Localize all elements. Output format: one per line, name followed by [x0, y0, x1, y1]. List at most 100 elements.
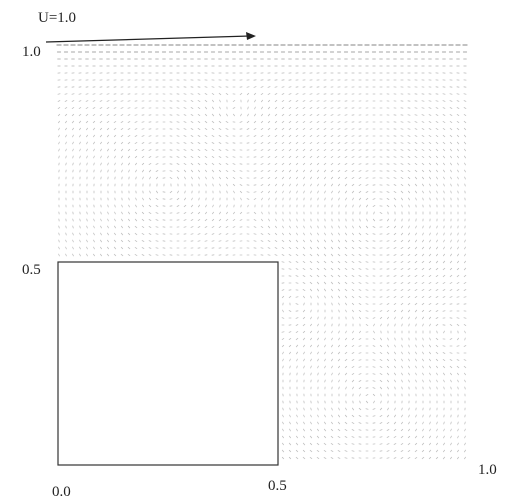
velocity-vector: [141, 169, 145, 173]
velocity-vector: [324, 337, 326, 341]
velocity-vector: [93, 218, 95, 222]
velocity-vector: [428, 162, 432, 166]
velocity-vector: [330, 260, 334, 264]
velocity-vector: [85, 113, 89, 117]
velocity-vector: [463, 359, 467, 361]
velocity-vector: [190, 211, 194, 215]
velocity-vector: [464, 232, 466, 236]
velocity-vector: [442, 296, 446, 298]
velocity-vector: [295, 127, 299, 131]
velocity-vector: [463, 281, 467, 285]
velocity-vector: [78, 120, 82, 124]
velocity-vector: [344, 414, 348, 418]
velocity-vector: [415, 414, 417, 418]
velocity-vector: [366, 218, 368, 222]
velocity-vector: [211, 233, 215, 235]
velocity-vector: [323, 135, 327, 137]
velocity-vector: [351, 414, 355, 418]
velocity-vector: [205, 204, 207, 208]
velocity-vector: [141, 254, 145, 256]
velocity-vector: [345, 225, 347, 229]
velocity-vector: [197, 162, 201, 166]
velocity-vector: [352, 197, 354, 201]
velocity-vector: [352, 225, 354, 229]
velocity-vector: [295, 93, 299, 95]
velocity-vector: [351, 450, 355, 452]
velocity-vector: [295, 261, 299, 263]
velocity-vector: [281, 317, 285, 319]
velocity-vector: [323, 148, 327, 152]
velocity-vector: [338, 225, 340, 229]
velocity-vector: [288, 120, 292, 124]
velocity-vector: [436, 239, 438, 243]
velocity-vector: [127, 100, 131, 102]
velocity-vector: [309, 176, 313, 180]
velocity-vector: [183, 212, 187, 214]
velocity-vector: [429, 183, 431, 187]
velocity-vector: [134, 246, 138, 250]
velocity-vector: [456, 114, 460, 116]
velocity-vector: [211, 240, 215, 242]
velocity-vector: [337, 239, 341, 243]
velocity-vector: [71, 93, 75, 95]
velocity-vector: [100, 239, 102, 243]
velocity-vector: [260, 142, 264, 144]
velocity-vector: [442, 449, 446, 453]
velocity-vector: [449, 449, 453, 453]
velocity-vector: [352, 204, 354, 208]
velocity-vector: [121, 218, 123, 222]
velocity-vector: [72, 246, 74, 250]
velocity-vector: [197, 148, 201, 152]
velocity-vector: [205, 183, 207, 187]
velocity-vector: [338, 379, 340, 383]
velocity-vector: [107, 218, 109, 222]
velocity-vector: [288, 148, 292, 152]
velocity-vector: [99, 134, 103, 138]
velocity-vector: [435, 365, 439, 369]
velocity-vector: [302, 316, 306, 320]
velocity-vector: [295, 275, 299, 277]
velocity-vector: [414, 253, 418, 257]
velocity-vector: [450, 421, 452, 425]
velocity-vector: [100, 155, 102, 159]
velocity-vector: [351, 260, 355, 264]
velocity-vector: [337, 162, 341, 166]
velocity-vector: [72, 127, 74, 131]
velocity-vector: [86, 127, 88, 131]
velocity-vector: [428, 114, 432, 116]
velocity-vector: [253, 142, 257, 144]
velocity-vector: [92, 127, 96, 131]
velocity-vector: [386, 379, 390, 383]
velocity-vector: [267, 232, 271, 236]
velocity-vector: [344, 288, 348, 292]
velocity-vector: [429, 428, 431, 432]
velocity-vector: [72, 141, 74, 145]
velocity-vector: [107, 246, 109, 250]
velocity-vector: [232, 211, 236, 215]
velocity-vector: [64, 93, 68, 95]
velocity-vector: [330, 169, 334, 173]
velocity-vector: [457, 239, 459, 243]
velocity-vector: [225, 233, 229, 235]
velocity-vector: [128, 169, 130, 173]
velocity-vector: [79, 239, 81, 243]
velocity-vector: [435, 155, 439, 159]
velocity-vector: [239, 170, 243, 172]
velocity-vector: [197, 233, 201, 235]
velocity-vector: [86, 225, 88, 229]
velocity-vector: [414, 121, 418, 123]
velocity-vector: [127, 114, 131, 116]
velocity-vector: [100, 218, 102, 222]
velocity-vector: [57, 107, 61, 109]
velocity-vector: [260, 120, 264, 124]
velocity-vector: [358, 225, 362, 229]
velocity-vector: [449, 107, 453, 109]
velocity-vector: [127, 246, 131, 250]
velocity-vector: [435, 289, 439, 291]
velocity-vector: [120, 246, 124, 250]
velocity-vector: [296, 421, 298, 425]
velocity-vector: [463, 134, 467, 138]
velocity-vector: [114, 162, 116, 166]
velocity-vector: [141, 204, 145, 208]
velocity-vector: [225, 142, 229, 144]
